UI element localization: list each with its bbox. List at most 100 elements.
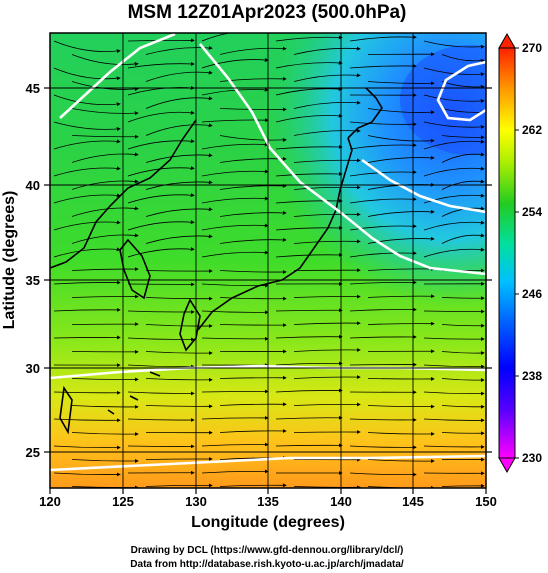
- streamline: [219, 428, 287, 433]
- streamline: [275, 388, 343, 393]
- streamline: [145, 45, 213, 55]
- streamline: [441, 54, 485, 63]
- coast-kyushu: [179, 298, 201, 352]
- streamline: [423, 337, 485, 342]
- streamline: [219, 46, 287, 55]
- streamline: [145, 70, 213, 82]
- streamline: [127, 139, 195, 150]
- credit-line-data: Data from http://database.rish.kyoto-u.a…: [130, 559, 404, 570]
- x-tick-label: 125: [112, 494, 134, 509]
- streamline: [219, 237, 287, 244]
- contour-south: [50, 454, 486, 472]
- streamline: [71, 206, 139, 217]
- streamline: [441, 431, 485, 436]
- streamline: [53, 40, 121, 54]
- streamline: [71, 294, 139, 299]
- streamline: [349, 224, 417, 231]
- x-tick-labels: 120 125 130 135 140 145 150: [39, 494, 497, 509]
- streamline: [423, 309, 485, 314]
- streamline: [441, 483, 485, 488]
- x-tick-label: 130: [185, 494, 207, 509]
- streamline: [145, 296, 213, 301]
- streamline: [219, 135, 287, 142]
- streamline: [275, 198, 343, 204]
- streamline: [127, 337, 195, 342]
- streamline: [293, 321, 361, 326]
- streamline: [219, 107, 287, 112]
- streamline: [145, 153, 213, 163]
- colorbar-bottom-arrow: [498, 457, 516, 474]
- streamline: [293, 158, 361, 163]
- streamline: [275, 308, 343, 313]
- x-tick-label: 135: [257, 494, 279, 509]
- streamline: [53, 166, 121, 177]
- streamline: [441, 152, 485, 163]
- streamline: [275, 113, 343, 123]
- streamline: [367, 294, 435, 299]
- streamline: [219, 76, 287, 82]
- streamline: [201, 57, 269, 69]
- colorbar-tick-label: 238: [522, 369, 542, 383]
- streamline: [201, 169, 269, 177]
- streamline: [53, 220, 121, 231]
- streamline: [293, 347, 361, 352]
- streamline: [71, 432, 139, 437]
- coast-china: [50, 119, 197, 269]
- streamline: [145, 457, 213, 462]
- streamline: [349, 445, 417, 450]
- streamline: [423, 418, 485, 423]
- streamline: [53, 472, 121, 477]
- streamline: [293, 212, 361, 217]
- contour-254-center: [198, 43, 486, 276]
- streamline: [293, 294, 361, 299]
- streamline: [349, 170, 417, 177]
- cold-core: [400, 45, 486, 155]
- streamline: [71, 377, 139, 382]
- streamline: [423, 364, 485, 369]
- streamline: [53, 247, 121, 258]
- streamline: [127, 418, 195, 423]
- streamline: [441, 296, 485, 301]
- streamline: [275, 443, 343, 448]
- streamline: [145, 377, 213, 382]
- streamline: [145, 123, 213, 136]
- contour-246-arc: [436, 60, 486, 122]
- streamline: [423, 139, 485, 150]
- colorbar-tick-label: 254: [522, 205, 542, 219]
- lat-lon-grid: [50, 33, 486, 488]
- streamline: [293, 185, 361, 190]
- coast-taiwan: [59, 385, 73, 435]
- streamline: [367, 209, 435, 217]
- coast-honshu: [197, 137, 353, 331]
- colorbar-top-arrow: [498, 32, 516, 49]
- streamline: [53, 335, 121, 340]
- streamline: [219, 269, 287, 274]
- streamline: [201, 118, 269, 123]
- coast-ryukyu: [107, 371, 161, 415]
- streamline: [201, 87, 269, 96]
- chart-title: MSM 12Z01Apr2023 (500.0hPa): [128, 2, 407, 23]
- streamline: [201, 33, 269, 42]
- streamline: [275, 60, 343, 69]
- streamline: [127, 110, 195, 123]
- streamline: [423, 220, 485, 231]
- streamline: [441, 179, 485, 190]
- streamline: [349, 417, 417, 422]
- streamline: [145, 404, 213, 409]
- streamline: [127, 61, 195, 69]
- streamline: [201, 389, 269, 394]
- colorbar-tick-label: 262: [522, 123, 542, 137]
- streamline: [219, 296, 287, 301]
- streamline: [423, 247, 485, 258]
- streamline: [349, 251, 417, 258]
- x-tick-label: 140: [330, 494, 352, 509]
- streamline: [53, 139, 121, 150]
- streamline: [293, 402, 361, 407]
- streamline: [349, 472, 417, 477]
- contour-east: [361, 158, 486, 214]
- streamline: [201, 469, 269, 474]
- y-ticks: [44, 87, 492, 453]
- streamline: [423, 444, 485, 449]
- coastlines: [50, 87, 383, 435]
- streamline: [145, 323, 213, 328]
